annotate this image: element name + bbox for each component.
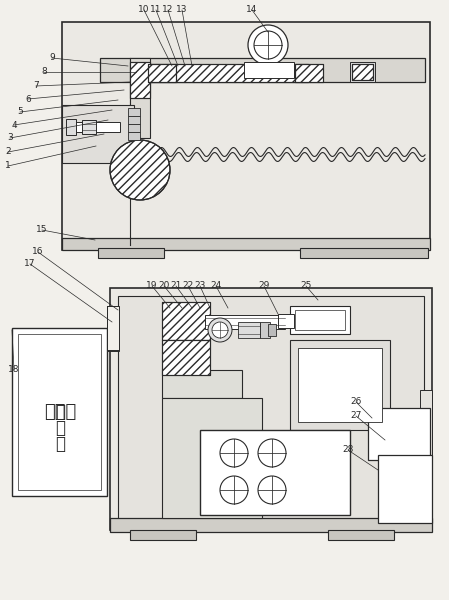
Text: 14: 14: [247, 5, 258, 14]
Bar: [368, 408, 430, 460]
Bar: [260, 322, 270, 338]
Bar: [110, 288, 432, 530]
Text: 16: 16: [32, 247, 44, 257]
Text: 柜: 柜: [55, 435, 65, 453]
Bar: [128, 116, 140, 124]
Bar: [66, 119, 76, 135]
Text: 19: 19: [146, 281, 158, 290]
Bar: [162, 340, 210, 375]
Text: 5: 5: [17, 107, 23, 116]
Bar: [205, 315, 285, 329]
Text: 28: 28: [342, 445, 354, 455]
Bar: [295, 310, 345, 330]
Text: 23: 23: [194, 281, 206, 290]
Bar: [352, 64, 373, 80]
Bar: [290, 340, 390, 430]
Bar: [162, 370, 242, 398]
Bar: [128, 108, 140, 116]
Bar: [68, 122, 120, 132]
Bar: [130, 58, 150, 138]
Bar: [130, 62, 150, 98]
Text: 12: 12: [162, 5, 174, 14]
Bar: [82, 120, 96, 134]
Circle shape: [258, 439, 286, 467]
Bar: [110, 518, 432, 532]
Text: 24: 24: [211, 281, 222, 290]
Bar: [107, 306, 119, 351]
Text: 18: 18: [8, 365, 20, 374]
Circle shape: [254, 31, 282, 59]
Text: 9: 9: [49, 53, 55, 62]
Bar: [352, 64, 373, 80]
Bar: [298, 348, 382, 422]
Bar: [130, 530, 196, 540]
Bar: [295, 64, 323, 82]
Text: 25: 25: [300, 281, 312, 290]
Bar: [295, 64, 323, 82]
Text: 15: 15: [36, 226, 48, 235]
Bar: [420, 390, 432, 520]
Bar: [148, 64, 308, 82]
Circle shape: [220, 439, 248, 467]
Bar: [268, 324, 276, 336]
Bar: [148, 64, 308, 82]
Bar: [350, 62, 375, 82]
Bar: [162, 302, 210, 340]
Text: 7: 7: [33, 82, 39, 91]
Bar: [18, 334, 101, 490]
Bar: [162, 398, 262, 518]
Text: 4: 4: [11, 121, 17, 130]
Circle shape: [258, 476, 286, 504]
Bar: [278, 314, 294, 328]
Bar: [238, 322, 260, 338]
Text: 21: 21: [170, 281, 182, 290]
Text: 2: 2: [5, 148, 11, 157]
Bar: [244, 62, 294, 78]
Circle shape: [208, 318, 232, 342]
Bar: [328, 530, 394, 540]
Bar: [128, 124, 140, 132]
Text: 11: 11: [150, 5, 162, 14]
Text: 20: 20: [158, 281, 170, 290]
Bar: [12, 328, 107, 496]
Bar: [62, 238, 430, 250]
Bar: [300, 248, 428, 258]
Bar: [118, 296, 424, 522]
Text: 控: 控: [55, 403, 65, 421]
Bar: [162, 340, 210, 375]
Circle shape: [220, 476, 248, 504]
Text: 26: 26: [350, 397, 362, 407]
Bar: [62, 22, 430, 250]
Bar: [128, 132, 140, 140]
Bar: [200, 430, 350, 515]
Text: 3: 3: [7, 133, 13, 142]
Bar: [378, 455, 432, 523]
Circle shape: [110, 140, 170, 200]
Text: 1: 1: [5, 161, 11, 170]
Text: 27: 27: [350, 412, 362, 421]
Text: 6: 6: [25, 94, 31, 103]
Text: 控制柜: 控制柜: [44, 403, 76, 421]
Text: 10: 10: [138, 5, 150, 14]
Bar: [148, 64, 176, 82]
Text: 17: 17: [24, 259, 36, 269]
Bar: [98, 248, 164, 258]
Bar: [62, 105, 134, 163]
Bar: [290, 306, 350, 334]
Bar: [100, 58, 425, 82]
Bar: [148, 64, 176, 82]
Bar: [130, 62, 150, 98]
Circle shape: [212, 322, 228, 338]
Text: 22: 22: [182, 281, 194, 290]
Text: 13: 13: [176, 5, 188, 14]
Text: 8: 8: [41, 67, 47, 76]
Text: 制: 制: [55, 419, 65, 437]
Bar: [162, 302, 210, 340]
Circle shape: [248, 25, 288, 65]
Text: 29: 29: [258, 281, 270, 290]
